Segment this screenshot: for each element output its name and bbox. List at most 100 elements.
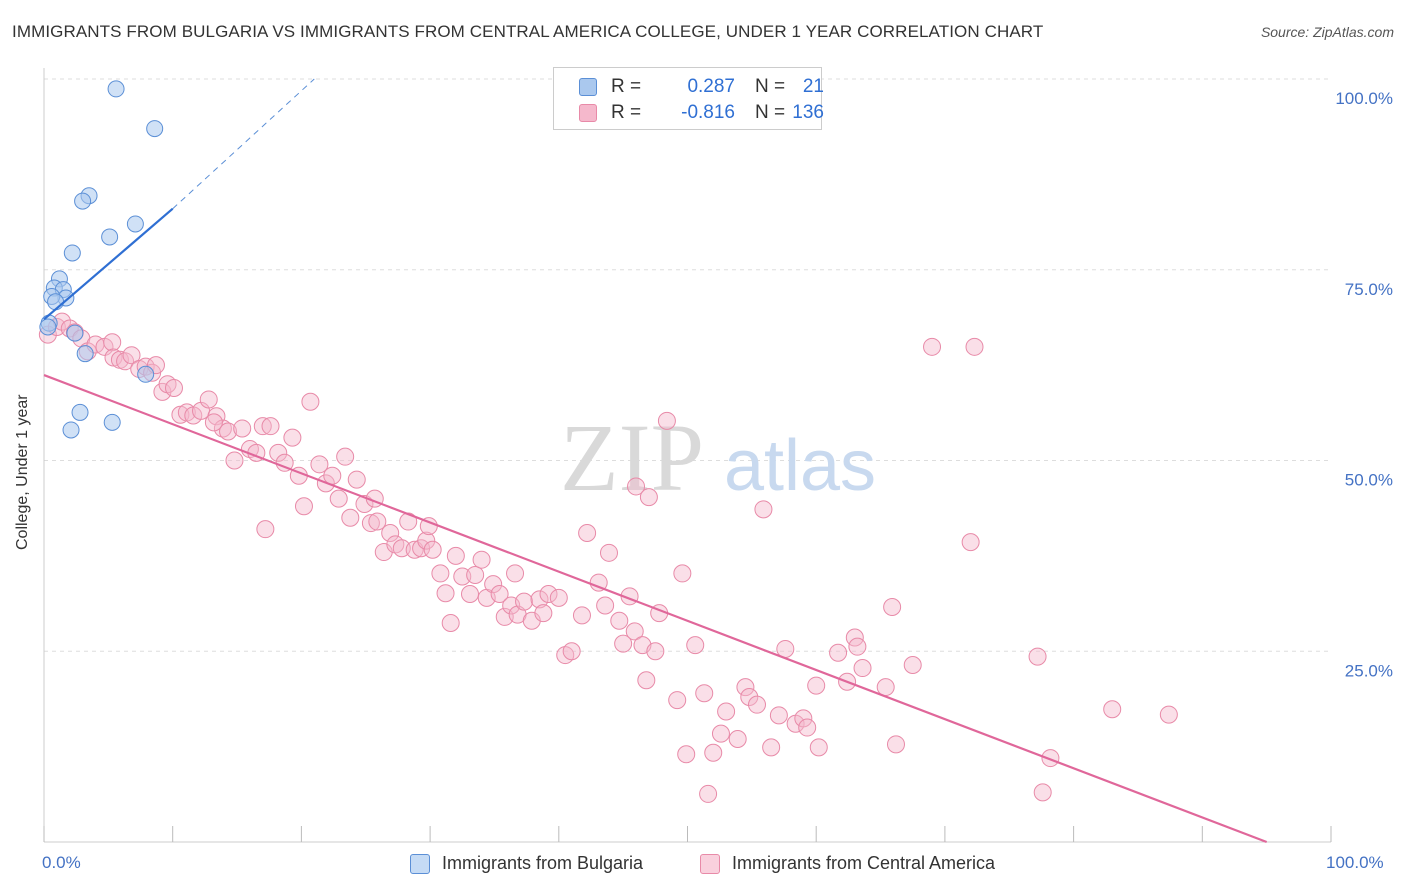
point-central-america bbox=[886, 735, 905, 754]
point-bulgaria bbox=[146, 120, 164, 138]
point-central-america bbox=[103, 333, 122, 352]
point-bulgaria bbox=[71, 403, 89, 421]
point-central-america bbox=[283, 428, 302, 447]
point-central-america bbox=[637, 671, 656, 690]
point-central-america bbox=[657, 411, 676, 430]
point-central-america bbox=[699, 784, 718, 803]
point-central-america bbox=[740, 688, 759, 707]
point-central-america bbox=[436, 584, 455, 603]
point-central-america bbox=[717, 702, 736, 721]
point-bulgaria bbox=[76, 345, 94, 363]
point-central-america bbox=[392, 539, 411, 558]
point-central-america bbox=[336, 447, 355, 466]
point-central-america bbox=[431, 564, 450, 583]
point-bulgaria bbox=[137, 365, 155, 383]
point-central-america bbox=[961, 533, 980, 552]
point-bulgaria bbox=[62, 421, 80, 439]
point-central-america bbox=[417, 531, 436, 550]
point-central-america bbox=[578, 523, 597, 542]
axes bbox=[43, 68, 1332, 843]
point-central-america bbox=[728, 729, 747, 748]
point-central-america bbox=[572, 606, 591, 625]
trend-line-bulgaria-extension bbox=[172, 78, 315, 210]
point-central-america bbox=[204, 413, 223, 432]
point-central-america bbox=[368, 512, 387, 531]
legend-r-label: R = bbox=[611, 76, 642, 97]
point-central-america bbox=[794, 709, 813, 728]
point-central-america bbox=[754, 500, 773, 519]
point-central-america bbox=[423, 540, 442, 559]
point-central-america bbox=[301, 392, 320, 411]
point-central-america bbox=[903, 655, 922, 674]
point-central-america bbox=[539, 585, 558, 604]
y-tick-label: 50.0% bbox=[1345, 471, 1393, 490]
bottom-legend-swatch-central-america bbox=[700, 854, 720, 874]
legend-n-value: 136 bbox=[792, 102, 824, 123]
point-central-america bbox=[441, 614, 460, 633]
trend-line-bulgaria bbox=[43, 207, 174, 321]
point-bulgaria bbox=[107, 80, 125, 98]
point-central-america bbox=[341, 508, 360, 527]
point-central-america bbox=[1103, 700, 1122, 719]
point-central-america bbox=[704, 743, 723, 762]
point-central-america bbox=[711, 724, 730, 743]
point-central-america bbox=[490, 585, 509, 604]
point-central-america bbox=[1159, 705, 1178, 724]
point-central-america bbox=[747, 695, 766, 714]
legend-r-value: 0.287 bbox=[687, 76, 735, 97]
bottom-legend-label-central-america: Immigrants from Central America bbox=[732, 853, 996, 873]
point-central-america bbox=[466, 565, 485, 584]
point-central-america bbox=[446, 546, 465, 565]
y-tick-labels: 100.0% 75.0% 50.0% 25.0% bbox=[1335, 89, 1393, 680]
chart-title: IMMIGRANTS FROM BULGARIA VS IMMIGRANTS F… bbox=[12, 22, 1044, 41]
point-central-america bbox=[807, 676, 826, 695]
point-central-america bbox=[562, 642, 581, 661]
series-central-america-points bbox=[38, 312, 1178, 803]
point-central-america bbox=[798, 718, 817, 737]
trend-line-central-america bbox=[43, 374, 1268, 844]
point-central-america bbox=[261, 417, 280, 436]
point-central-america bbox=[530, 590, 549, 609]
point-central-america bbox=[677, 745, 696, 764]
point-bulgaria bbox=[63, 244, 81, 262]
point-central-america bbox=[310, 455, 329, 474]
y-tick-label: 25.0% bbox=[1345, 661, 1393, 680]
bottom-legend-label-bulgaria: Immigrants from Bulgaria bbox=[442, 853, 644, 873]
point-central-america bbox=[809, 738, 828, 757]
point-bulgaria bbox=[74, 192, 92, 210]
point-central-america bbox=[668, 691, 687, 710]
point-central-america bbox=[646, 642, 665, 661]
source-label: Source: ZipAtlas.com bbox=[1260, 24, 1394, 40]
correlation-legend: R = 0.287 N = 21 R = -0.816 N = 136 bbox=[553, 67, 824, 130]
legend-n-label: N = bbox=[755, 102, 786, 123]
point-central-america bbox=[829, 643, 848, 662]
series-bulgaria-points bbox=[39, 80, 164, 439]
point-central-america bbox=[599, 543, 618, 562]
point-central-america bbox=[472, 550, 491, 569]
point-central-america bbox=[1033, 783, 1052, 802]
point-central-america bbox=[736, 678, 755, 697]
point-central-america bbox=[381, 523, 400, 542]
point-central-america bbox=[361, 514, 380, 533]
point-central-america bbox=[294, 497, 313, 516]
point-central-america bbox=[1028, 647, 1047, 666]
point-central-america bbox=[596, 596, 615, 615]
watermark: ZIP atlas bbox=[560, 404, 876, 511]
point-central-america bbox=[625, 622, 644, 641]
point-central-america bbox=[213, 419, 232, 438]
point-central-america bbox=[848, 637, 867, 656]
point-central-america bbox=[233, 419, 252, 438]
watermark-zip: ZIP bbox=[560, 404, 704, 511]
point-central-america bbox=[673, 564, 692, 583]
point-central-america bbox=[506, 564, 525, 583]
point-bulgaria bbox=[39, 318, 57, 336]
point-central-america bbox=[453, 567, 472, 586]
point-bulgaria bbox=[126, 215, 144, 233]
point-central-america bbox=[225, 451, 244, 470]
legend-swatch-bulgaria bbox=[579, 78, 597, 96]
x-tick-label-min: 0.0% bbox=[42, 853, 81, 872]
point-central-america bbox=[610, 611, 629, 630]
point-central-america bbox=[686, 636, 705, 655]
point-central-america bbox=[253, 417, 272, 436]
